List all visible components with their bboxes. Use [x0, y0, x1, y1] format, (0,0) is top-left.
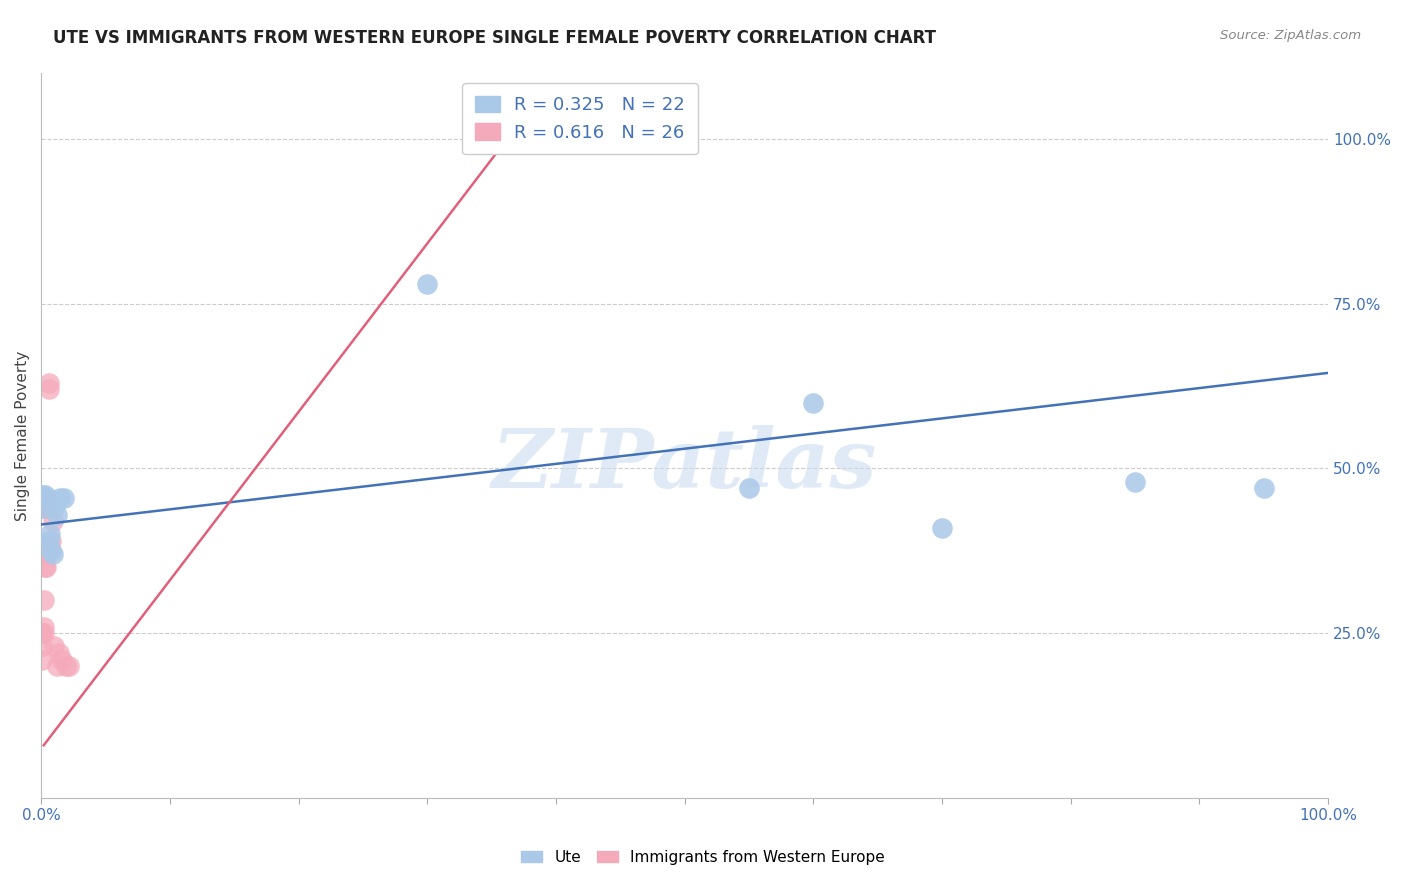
Point [1123, 475, 1146, 489]
Point [34, 560, 56, 574]
Point [39, 527, 62, 541]
Point [34, 491, 56, 505]
Point [738, 481, 761, 495]
Point [37, 494, 59, 508]
Point [38, 376, 60, 390]
Point [39, 541, 62, 555]
Point [416, 277, 439, 291]
Point [32, 491, 55, 505]
Point [41, 544, 63, 558]
Point [32, 620, 55, 634]
Point [42, 501, 65, 516]
Point [34, 491, 56, 505]
Point [58, 659, 80, 673]
Point [42, 640, 65, 654]
Point [32, 501, 55, 516]
Point [34, 501, 56, 516]
Point [31, 488, 53, 502]
Point [53, 491, 76, 505]
Point [32, 626, 55, 640]
Point [931, 521, 953, 535]
Point [51, 653, 73, 667]
Y-axis label: Single Female Poverty: Single Female Poverty [15, 351, 30, 521]
Point [34, 488, 56, 502]
Point [37, 491, 59, 505]
Point [48, 646, 70, 660]
Point [801, 395, 824, 409]
Point [41, 547, 63, 561]
Point [1253, 481, 1275, 495]
Point [41, 533, 63, 548]
Point [31, 653, 53, 667]
Point [38, 533, 60, 548]
Point [35, 547, 58, 561]
Point [45, 508, 67, 522]
Point [31, 626, 53, 640]
Point [38, 383, 60, 397]
Legend: Ute, Immigrants from Western Europe: Ute, Immigrants from Western Europe [515, 844, 891, 871]
Point [34, 541, 56, 555]
Point [31, 491, 53, 505]
Point [32, 593, 55, 607]
Point [34, 501, 56, 516]
Point [35, 491, 58, 505]
Point [55, 659, 77, 673]
Point [41, 514, 63, 528]
Point [35, 560, 58, 574]
Point [45, 659, 67, 673]
Text: Source: ZipAtlas.com: Source: ZipAtlas.com [1220, 29, 1361, 42]
Point [49, 491, 72, 505]
Point [31, 640, 53, 654]
Text: ZIPatlas: ZIPatlas [492, 425, 877, 505]
Legend: R = 0.325   N = 22, R = 0.616   N = 26: R = 0.325 N = 22, R = 0.616 N = 26 [463, 84, 697, 154]
Text: UTE VS IMMIGRANTS FROM WESTERN EUROPE SINGLE FEMALE POVERTY CORRELATION CHART: UTE VS IMMIGRANTS FROM WESTERN EUROPE SI… [53, 29, 936, 46]
Point [37, 501, 59, 516]
